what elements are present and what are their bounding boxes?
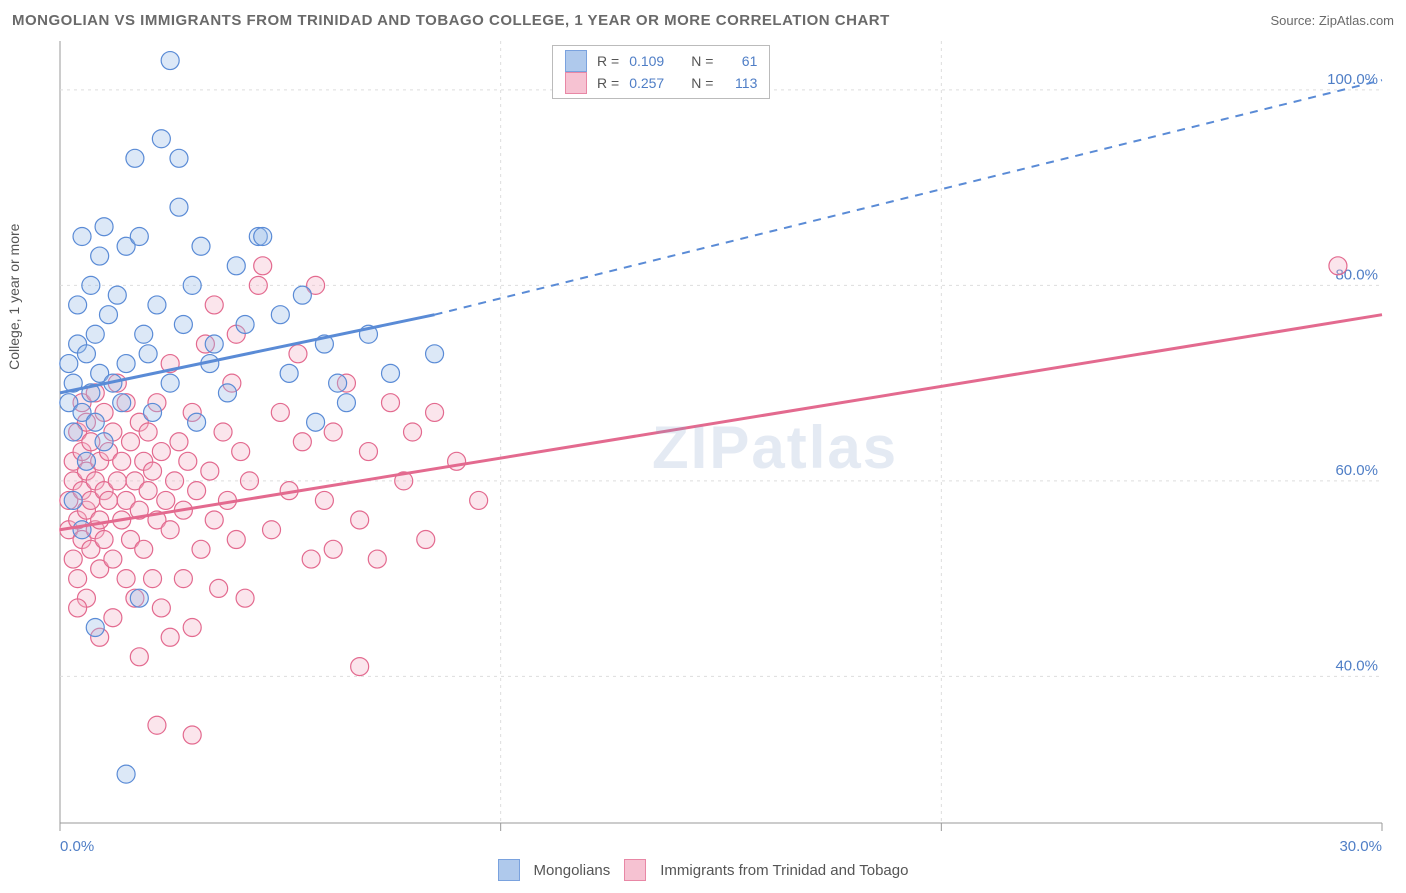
legend-n-label: N = — [691, 75, 713, 91]
legend-swatch — [498, 859, 520, 881]
plot-area: College, 1 year or more 40.0%60.0%80.0%1… — [12, 33, 1394, 853]
legend-stats-row: R = 0.109 N = 61 — [565, 50, 757, 72]
legend-swatch — [565, 72, 587, 94]
chart-title: MONGOLIAN VS IMMIGRANTS FROM TRINIDAD AN… — [12, 12, 890, 29]
chart-container: MONGOLIAN VS IMMIGRANTS FROM TRINIDAD AN… — [12, 12, 1394, 881]
legend-r-value: 0.109 — [629, 53, 681, 69]
scatter-chart: 40.0%60.0%80.0%100.0%0.0%30.0% — [12, 33, 1394, 853]
svg-text:0.0%: 0.0% — [60, 838, 94, 853]
legend-r-value: 0.257 — [629, 75, 681, 91]
legend-series-label: Mongolians — [534, 862, 611, 879]
legend-n-label: N = — [691, 53, 713, 69]
chart-header: MONGOLIAN VS IMMIGRANTS FROM TRINIDAD AN… — [12, 12, 1394, 29]
legend-n-value: 61 — [723, 53, 757, 69]
legend-stats: R = 0.109 N = 61 R = 0.257 N = 113 — [552, 45, 770, 99]
svg-text:100.0%: 100.0% — [1327, 71, 1378, 88]
legend-swatch — [565, 50, 587, 72]
legend-n-value: 113 — [723, 75, 757, 91]
legend-series-label: Immigrants from Trinidad and Tobago — [660, 862, 908, 879]
legend-series: Mongolians Immigrants from Trinidad and T… — [12, 859, 1394, 881]
svg-text:40.0%: 40.0% — [1335, 657, 1378, 674]
legend-r-label: R = — [597, 75, 619, 91]
legend-swatch — [624, 859, 646, 881]
legend-r-label: R = — [597, 53, 619, 69]
chart-source: Source: ZipAtlas.com — [1270, 13, 1394, 28]
svg-text:60.0%: 60.0% — [1335, 462, 1378, 479]
svg-text:30.0%: 30.0% — [1339, 838, 1382, 853]
y-axis-label: College, 1 year or more — [6, 224, 22, 370]
legend-stats-row: R = 0.257 N = 113 — [565, 72, 757, 94]
